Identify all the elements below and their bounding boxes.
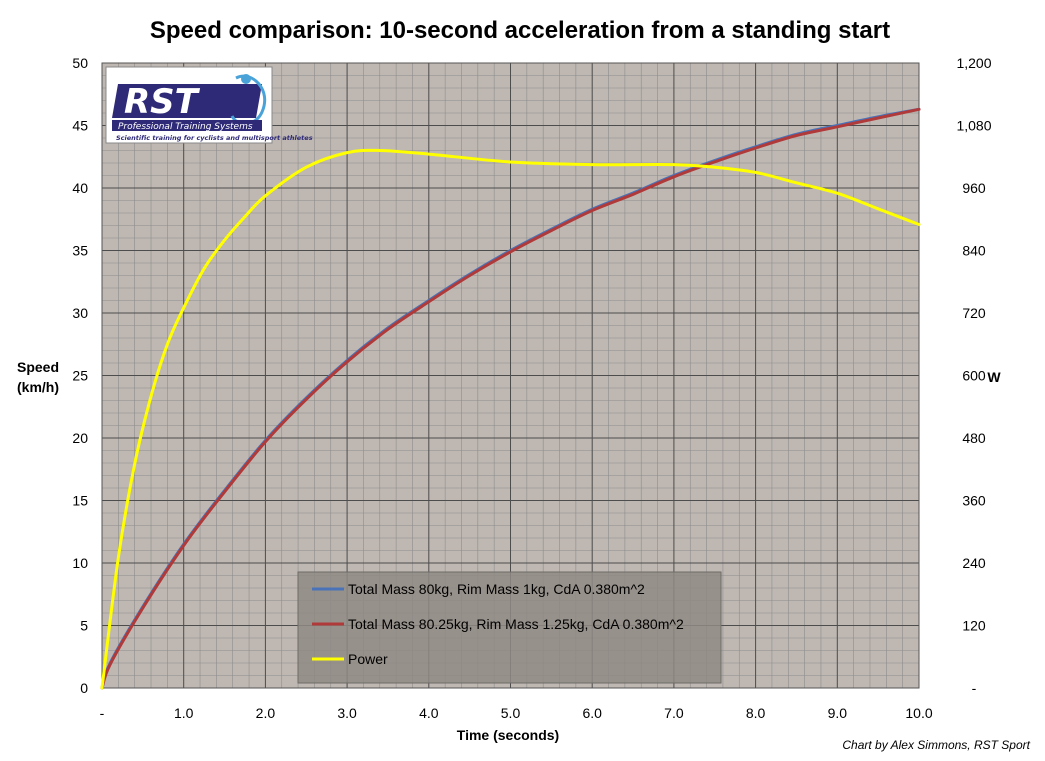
rst-logo-strip	[112, 120, 262, 131]
y2-tick-label: 720	[962, 305, 986, 321]
y2-tick-label: 120	[962, 618, 986, 634]
y-tick-label: 25	[72, 368, 88, 384]
rst-logo-letters: RST	[124, 82, 201, 122]
x-tick-label: 5.0	[501, 705, 521, 721]
legend: Total Mass 80kg, Rim Mass 1kg, CdA 0.380…	[297, 571, 722, 684]
y-tick-label: 45	[72, 118, 88, 134]
chart-title: Speed comparison: 10-second acceleration…	[150, 17, 890, 44]
series-line-power	[100, 148, 921, 690]
y-axis-label-line-1: Speed	[17, 359, 59, 375]
plot-border	[101, 62, 920, 689]
y2-tick-label: 840	[962, 243, 986, 259]
series-group	[100, 107, 921, 690]
cyclist-head-icon	[241, 74, 251, 84]
y2-tick-label: 960	[962, 180, 986, 196]
x-tick-label: 2.0	[256, 705, 276, 721]
y-axis-ticks: 0 5 10 15 20 25 30 35 40 45 50	[72, 55, 88, 696]
y-tick-label: 35	[72, 243, 88, 259]
rst-logo: RST Professional Training Systems Scient…	[105, 66, 313, 144]
y2-tick-label: 1,080	[956, 118, 991, 134]
x-tick-label: 1.0	[174, 705, 194, 721]
x-tick-label: 6.0	[582, 705, 602, 721]
rst-logo-tagline: Scientific training for cyclists and mul…	[116, 134, 313, 142]
y-tick-label: 20	[72, 430, 88, 446]
x-tick-label: 7.0	[664, 705, 684, 721]
legend-label-power: Power	[348, 651, 388, 667]
rst-logo-subtitle: Professional Training Systems	[118, 122, 253, 132]
y2-tick-label: 1,200	[956, 55, 991, 71]
legend-box	[297, 571, 722, 684]
y-tick-label: 0	[80, 680, 88, 696]
y2-tick-label: -	[972, 680, 977, 696]
chart-credit: Chart by Alex Simmons, RST Sport	[842, 738, 1030, 752]
y2-tick-label: 360	[962, 493, 986, 509]
y-axis-label-line-2: (km/h)	[17, 379, 59, 395]
y-tick-label: 15	[72, 493, 88, 509]
x-tick-label: 8.0	[746, 705, 766, 721]
y2-axis-label: W	[987, 369, 1001, 385]
y2-tick-label: 600	[962, 368, 986, 384]
x-axis-ticks: - 1.0 2.0 3.0 4.0 5.0 6.0 7.0 8.0 9.0 10.0	[100, 705, 933, 721]
y-tick-label: 5	[80, 618, 88, 634]
y2-axis-ticks: - 120 240 360 480 600 720 840 960 1,080 1,200	[956, 55, 991, 696]
y2-tick-label: 480	[962, 430, 986, 446]
rst-logo-banner	[112, 84, 262, 118]
legend-label-series-2: Total Mass 80.25kg, Rim Mass 1.25kg, CdA…	[348, 616, 684, 632]
y-tick-label: 50	[72, 55, 88, 71]
x-axis-label: Time (seconds)	[457, 727, 559, 743]
x-tick-label: 9.0	[828, 705, 848, 721]
x-tick-label: 10.0	[905, 705, 932, 721]
series-line-rim-1-25kg	[100, 107, 921, 690]
y-tick-label: 40	[72, 180, 88, 196]
y-tick-label: 30	[72, 305, 88, 321]
x-tick-label: -	[100, 705, 105, 721]
x-tick-label: 3.0	[337, 705, 357, 721]
x-tick-label: 4.0	[419, 705, 439, 721]
y-tick-label: 10	[72, 555, 88, 571]
legend-label-series-1: Total Mass 80kg, Rim Mass 1kg, CdA 0.380…	[348, 581, 645, 597]
y2-tick-label: 240	[962, 555, 986, 571]
